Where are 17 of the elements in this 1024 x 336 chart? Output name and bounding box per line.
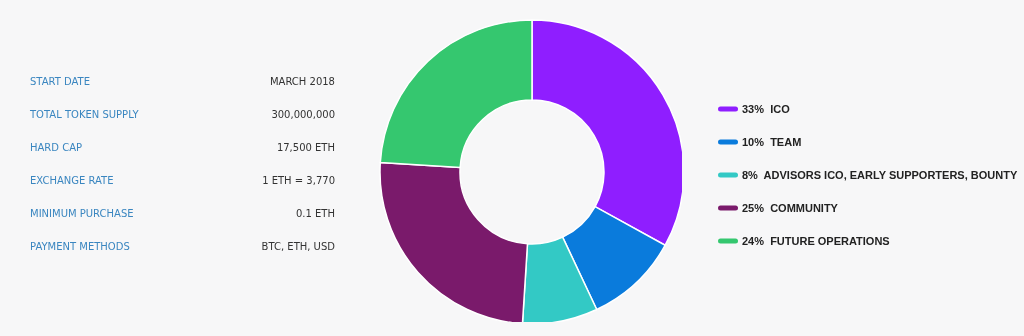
text: HARD CAP bbox=[30, 142, 83, 155]
legend-label: 24% FUTURE OPERATIONS bbox=[742, 234, 890, 247]
legend-label: 10% TEAM bbox=[742, 135, 802, 148]
text: START DATE bbox=[30, 76, 91, 89]
text: 0.1 ETH bbox=[295, 208, 335, 221]
text: 17,500 ETH bbox=[276, 142, 335, 155]
text: 300,000,000 bbox=[271, 109, 335, 122]
text: EXCHANGE RATE bbox=[30, 175, 114, 188]
text: MINIMUM PURCHASE bbox=[30, 208, 134, 221]
text: 1 ETH = 3,770 bbox=[262, 175, 335, 188]
legend-label: 33% ICO bbox=[742, 102, 790, 115]
text: TOTAL TOKEN SUPPLY bbox=[30, 109, 139, 122]
legend-label: 8% ADVISORS ICO, EARLY SUPPORTERS, BOUNTY bbox=[742, 168, 1018, 181]
text: BTC, ETH, USD bbox=[261, 241, 335, 254]
legend-label: 25% COMMUNITY bbox=[742, 201, 838, 214]
text: PAYMENT METHODS bbox=[30, 241, 130, 254]
text: MARCH 2018 bbox=[269, 76, 335, 89]
